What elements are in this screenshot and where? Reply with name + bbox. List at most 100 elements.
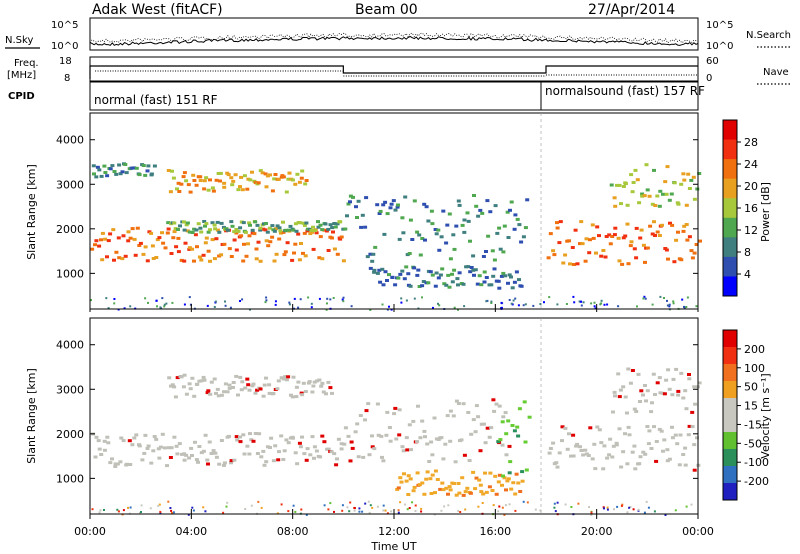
data-cell [142,451,147,455]
data-cell [404,265,409,269]
data-cell [450,272,454,276]
data-cell [406,493,411,496]
noise-left-bottom-tick: 10^0 [51,41,78,52]
data-cell [660,391,665,395]
data-cell [238,440,243,444]
data-cell [626,262,631,266]
data-cell [621,185,626,188]
data-cell [565,303,568,305]
data-cell [171,176,176,180]
data-cell [348,194,353,198]
x-tick-label: 00:00 [74,525,106,538]
data-cell [512,227,517,231]
data-cell [182,458,187,462]
data-cell [492,409,497,413]
data-cell [526,501,529,504]
data-cell [329,450,334,454]
data-cell [179,182,184,186]
data-cell [588,238,592,242]
y-tick-label: 4000 [56,339,84,352]
data-cell [508,503,511,506]
data-cell [667,457,672,461]
data-cell [523,440,528,444]
data-cell [632,508,635,511]
nave-label: Nave [763,67,789,78]
data-cell [227,386,232,390]
data-cell [202,179,207,183]
data-cell [173,227,178,231]
data-cell [445,223,450,227]
data-cell [637,462,642,466]
data-cell [157,236,162,240]
data-cell [647,506,650,509]
colorbar-swatch [723,237,737,258]
data-cell [503,513,506,516]
data-cell [372,270,377,274]
data-cell [389,202,394,206]
data-cell [346,506,349,509]
data-cell [143,433,148,437]
data-cell [123,254,128,258]
data-cell [437,302,439,305]
data-cell [251,439,256,443]
data-cell [612,196,617,200]
data-cell [468,239,472,243]
data-cell [607,233,612,237]
data-cell [623,432,627,436]
data-cell [424,205,429,209]
data-cell [447,504,450,507]
data-cell [571,433,576,437]
data-cell [496,279,501,283]
data-cell [672,181,677,185]
data-cell [132,166,137,170]
data-cell [534,508,537,511]
data-cell [117,510,120,513]
data-cell [621,236,626,240]
data-cell [363,418,367,422]
data-cell [290,258,295,262]
data-cell [249,438,254,442]
data-cell [305,513,308,516]
data-cell [353,509,356,512]
data-cell [400,445,405,449]
data-cell [288,301,291,304]
data-cell [281,458,286,461]
data-cell [612,233,617,237]
data-cell [578,300,581,303]
data-cell [204,236,209,240]
data-cell [603,507,605,510]
data-cell [429,209,434,213]
data-cell [415,273,420,277]
data-cell [240,188,245,192]
data-cell [202,220,207,223]
data-cell [666,299,668,302]
data-cell [203,241,208,245]
data-cell [368,511,371,514]
data-cell [467,459,472,462]
data-cell [405,299,408,302]
data-cell [448,409,453,413]
data-cell [268,173,272,177]
data-cell [370,259,375,263]
data-cell [235,438,240,442]
data-cell [97,168,102,172]
data-cell [229,176,234,180]
data-cell [300,435,304,439]
data-cell [507,444,512,448]
data-cell [116,508,119,511]
data-cell [660,223,664,227]
data-cell [642,297,645,300]
data-cell [483,471,487,475]
data-cell [324,392,328,396]
data-cell [410,238,415,241]
data-cell [588,426,593,430]
data-cell [392,412,397,416]
data-cell [264,376,268,380]
data-cell [281,175,286,179]
data-cell [567,239,571,243]
data-cell [572,295,575,298]
data-cell [133,253,138,257]
data-cell [444,241,449,245]
data-cell [277,237,282,241]
data-cell [249,308,251,311]
